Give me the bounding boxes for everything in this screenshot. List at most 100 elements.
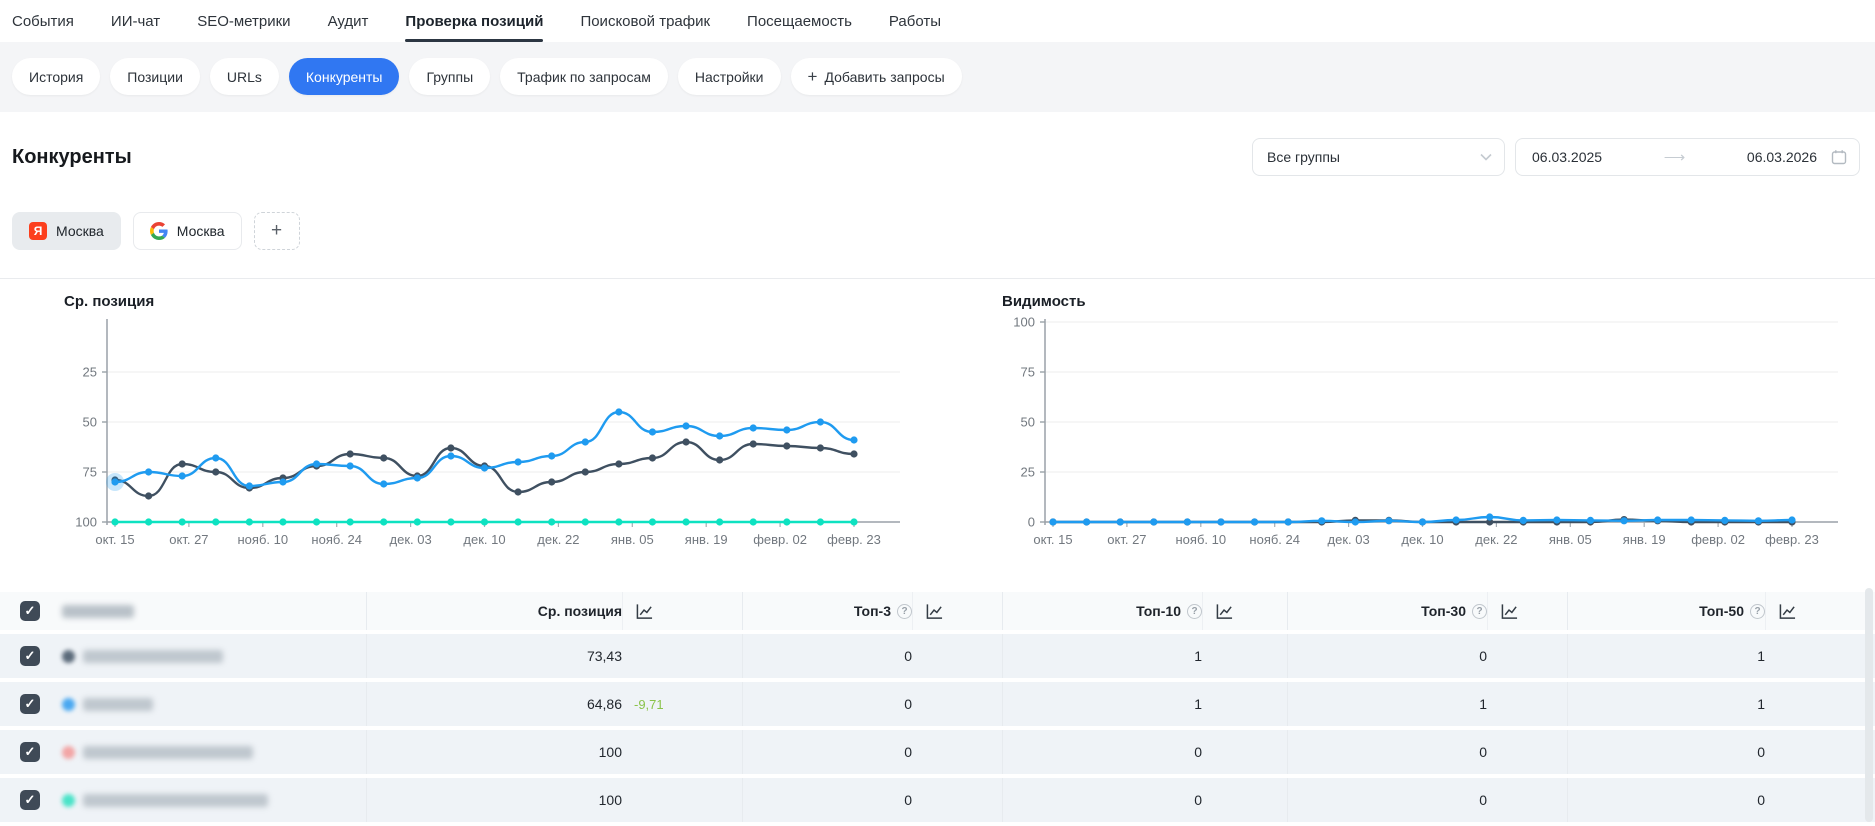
competitor-name[interactable] [56, 634, 366, 678]
row-select-cell [20, 682, 56, 726]
tab-группы[interactable]: Группы [409, 58, 491, 95]
visibility-chart: 0 25 50 75 100 окт. 15 окт. 27 нояб. 10 нояб. 24… [950, 314, 1863, 564]
plus-icon: + [807, 67, 818, 86]
engine-tab-yandex[interactable]: Я Москва [12, 212, 121, 250]
column-chart-toggle-топ-50[interactable] [1765, 592, 1865, 630]
competitor-name[interactable] [56, 730, 366, 774]
row-checkbox[interactable] [20, 790, 40, 810]
tab-urls[interactable]: URLs [209, 58, 279, 95]
top10-value: 0 [1002, 778, 1202, 822]
svg-text:0: 0 [1028, 515, 1035, 530]
top50-value: 0 [1567, 778, 1765, 822]
engine-tab-google[interactable]: Москва [132, 212, 242, 250]
groups-select[interactable]: Все группы [1252, 138, 1505, 176]
avg-position-change: -9,71 [634, 696, 664, 712]
tab-история[interactable]: История [12, 58, 101, 95]
help-icon[interactable]: ? [897, 603, 912, 619]
tab-позиции[interactable]: Позиции [110, 58, 200, 95]
charts-section: Ср. позиция 25 50 75 100 окт. 15 окт. 27 нояб.… [0, 278, 1875, 564]
avg-position-change [622, 730, 742, 774]
topnav-item-посещаемость[interactable]: Посещаемость [747, 12, 852, 30]
help-icon[interactable]: ? [1187, 603, 1202, 619]
select-all-checkbox[interactable] [20, 601, 40, 621]
avg-position-change [622, 634, 742, 678]
svg-text:100: 100 [75, 515, 97, 530]
svg-text:февр. 23: февр. 23 [1765, 532, 1819, 547]
visibility-chart-title: Видимость [1002, 293, 1086, 310]
add-engine-button[interactable]: + [253, 212, 300, 250]
competitor-name[interactable] [56, 778, 366, 822]
top3-value: 0 [742, 634, 912, 678]
column-label: Топ-30 [1421, 603, 1466, 619]
yandex-icon: Я [29, 222, 47, 240]
topnav-item-проверка-позиций[interactable]: Проверка позиций [405, 0, 544, 42]
topnav-item-работы[interactable]: Работы [888, 12, 941, 30]
row-select-cell [20, 730, 56, 774]
date-from[interactable]: 06.03.2025 [1532, 149, 1603, 165]
top50-extra [1765, 634, 1865, 678]
svg-text:окт. 27: окт. 27 [169, 532, 208, 547]
redacted-competitor-name [83, 745, 253, 759]
column-label: Топ-10 [1136, 603, 1181, 619]
table-row: 73,43 0 1 0 1 [0, 634, 1875, 678]
topnav-item-ии-чат[interactable]: ИИ-чат [110, 12, 161, 30]
svg-text:25: 25 [1021, 465, 1035, 480]
add-queries-button[interactable]: + Добавить запросы [790, 58, 962, 95]
svg-text:50: 50 [83, 415, 97, 430]
svg-text:50: 50 [1021, 415, 1035, 430]
svg-text:окт. 15: окт. 15 [95, 532, 134, 547]
series-color-dot [62, 745, 75, 759]
chevron-down-icon [1480, 153, 1492, 161]
select-all-cell [20, 592, 56, 630]
row-checkbox[interactable] [20, 742, 40, 762]
column-label: Ср. позиция [537, 603, 622, 619]
svg-text:окт. 15: окт. 15 [1033, 532, 1072, 547]
date-range-picker[interactable]: 06.03.2025 ⟶ 06.03.2026 [1515, 138, 1860, 176]
svg-text:дек. 10: дек. 10 [1401, 532, 1443, 547]
top30-extra [1487, 778, 1567, 822]
series-color-dot [62, 649, 75, 663]
avg-position-value: 64,86 [366, 682, 622, 726]
top10-extra [1202, 730, 1287, 774]
column-chart-toggle-топ-30[interactable] [1487, 592, 1567, 630]
top30-value: 0 [1287, 634, 1487, 678]
position-check-subnav: История Позиции URLs Конкуренты Группы Трафик… [0, 42, 1875, 112]
tab-настройки[interactable]: Настройки [677, 58, 781, 95]
column-header-топ-50: Топ-50? [1567, 592, 1765, 630]
top3-extra [912, 730, 1002, 774]
column-header-топ-30: Топ-30? [1287, 592, 1487, 630]
avg-position-chart-title: Ср. позиция [64, 293, 155, 310]
google-icon [149, 222, 168, 240]
top50-value: 1 [1567, 682, 1765, 726]
column-label: Топ-3 [853, 603, 891, 619]
topnav-item-seo-метрики[interactable]: SEO-метрики [197, 12, 291, 30]
help-icon[interactable]: ? [1472, 603, 1487, 619]
svg-text:окт. 27: окт. 27 [1107, 532, 1146, 547]
row-select-cell [20, 778, 56, 822]
avg-position-change [622, 778, 742, 822]
avg-position-value: 100 [366, 730, 622, 774]
top10-extra [1202, 682, 1287, 726]
redacted-column-label [62, 604, 134, 618]
competitor-name[interactable] [56, 682, 366, 726]
date-to[interactable]: 06.03.2026 [1746, 149, 1817, 165]
tab-конкуренты[interactable]: Конкуренты [288, 58, 400, 95]
column-header-топ-3: Топ-3? [742, 592, 912, 630]
column-chart-toggle-топ-10[interactable] [1202, 592, 1287, 630]
top3-extra [912, 634, 1002, 678]
help-icon[interactable]: ? [1750, 603, 1765, 619]
tab-трафик-по-запросам[interactable]: Трафик по запросам [500, 58, 668, 95]
topnav-item-поисковой-трафик[interactable]: Поисковой трафик [580, 12, 711, 30]
svg-text:февр. 02: февр. 02 [1691, 532, 1745, 547]
topnav-item-аудит[interactable]: Аудит [327, 12, 369, 30]
row-checkbox[interactable] [20, 646, 40, 666]
column-chart-toggle-топ-3[interactable] [912, 592, 1002, 630]
vertical-scrollbar[interactable] [1865, 588, 1873, 822]
svg-text:нояб. 24: нояб. 24 [311, 532, 362, 547]
column-header-топ-10: Топ-10? [1002, 592, 1202, 630]
top30-value: 1 [1287, 682, 1487, 726]
row-checkbox[interactable] [20, 694, 40, 714]
table-row: 64,86 -9,71 0 1 1 1 [0, 682, 1875, 726]
column-chart-toggle-ср-позиция[interactable] [622, 592, 742, 630]
topnav-item-события[interactable]: События [12, 12, 74, 30]
